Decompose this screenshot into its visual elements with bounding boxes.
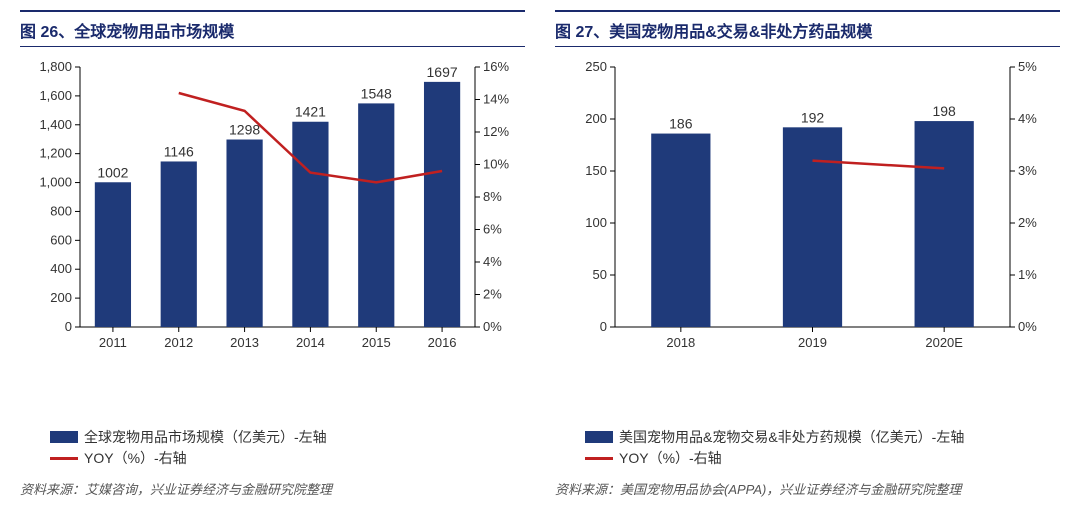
svg-text:1,200: 1,200: [39, 146, 72, 161]
svg-text:3%: 3%: [1018, 163, 1037, 178]
right-legend-bar-row: 美国宠物用品&宠物交易&非处方药规模（亿美元）-左轴: [585, 427, 1060, 448]
left-panel: 图 26、全球宠物用品市场规模 0 200 400 600 800 1,000 1,200 1…: [20, 10, 525, 499]
svg-text:4%: 4%: [1018, 111, 1037, 126]
svg-text:2016: 2016: [428, 335, 457, 350]
svg-text:2014: 2014: [296, 335, 325, 350]
svg-text:200: 200: [50, 290, 72, 305]
svg-text:186: 186: [669, 116, 693, 132]
svg-text:2018: 2018: [666, 335, 695, 350]
svg-text:200: 200: [585, 111, 607, 126]
svg-text:1548: 1548: [361, 85, 392, 101]
line-swatch-icon: [50, 457, 78, 460]
svg-text:0%: 0%: [483, 319, 502, 334]
svg-text:2019: 2019: [798, 335, 827, 350]
svg-text:14%: 14%: [483, 92, 509, 107]
svg-text:0: 0: [65, 319, 72, 334]
svg-text:2%: 2%: [483, 287, 502, 302]
svg-text:400: 400: [50, 261, 72, 276]
svg-text:150: 150: [585, 163, 607, 178]
svg-text:4%: 4%: [483, 254, 502, 269]
svg-text:2020E: 2020E: [925, 335, 963, 350]
svg-text:1,400: 1,400: [39, 117, 72, 132]
svg-text:10%: 10%: [483, 157, 509, 172]
svg-text:1%: 1%: [1018, 267, 1037, 282]
svg-text:12%: 12%: [483, 124, 509, 139]
right-source: 资料来源：美国宠物用品协会(APPA)，兴业证券经济与金融研究院整理: [555, 477, 1060, 499]
svg-text:50: 50: [593, 267, 607, 282]
left-legend-bar-row: 全球宠物用品市场规模（亿美元）-左轴: [50, 427, 525, 448]
svg-text:1298: 1298: [229, 122, 260, 138]
svg-text:6%: 6%: [483, 222, 502, 237]
svg-text:8%: 8%: [483, 189, 502, 204]
bar-swatch-icon: [585, 431, 613, 443]
svg-text:1146: 1146: [164, 143, 194, 159]
svg-text:198: 198: [932, 103, 956, 119]
svg-text:1,000: 1,000: [39, 175, 72, 190]
svg-text:1421: 1421: [295, 104, 326, 120]
left-source: 资料来源：艾媒咨询，兴业证券经济与金融研究院整理: [20, 477, 525, 499]
right-chart: 0 50 100 150 200 250 0% 1% 2% 3% 4% 5% 186 2018 192 201…: [555, 47, 1060, 423]
svg-text:1002: 1002: [97, 164, 128, 180]
svg-text:1,600: 1,600: [39, 88, 72, 103]
left-legend-line-row: YOY（%）-右轴: [50, 448, 525, 469]
svg-text:2012: 2012: [164, 335, 193, 350]
svg-text:16%: 16%: [483, 59, 509, 74]
right-legend-line-row: YOY（%）-右轴: [585, 448, 1060, 469]
svg-text:5%: 5%: [1018, 59, 1037, 74]
svg-text:250: 250: [585, 59, 607, 74]
svg-text:2013: 2013: [230, 335, 259, 350]
left-chart: 0 200 400 600 800 1,000 1,200 1,400 1,600 1,800 0%…: [20, 47, 525, 423]
left-legend-line-label: YOY（%）-右轴: [84, 448, 187, 469]
svg-text:100: 100: [585, 215, 607, 230]
svg-text:1697: 1697: [427, 64, 458, 80]
svg-text:2011: 2011: [99, 335, 127, 350]
right-legend-bar-label: 美国宠物用品&宠物交易&非处方药规模（亿美元）-左轴: [619, 427, 964, 448]
left-chart-svg: 0 200 400 600 800 1,000 1,200 1,400 1,600 1,800 0%…: [20, 57, 520, 357]
bar-swatch-icon: [50, 431, 78, 443]
right-title: 图 27、美国宠物用品&交易&非处方药品规模: [555, 10, 1060, 47]
left-title: 图 26、全球宠物用品市场规模: [20, 10, 525, 47]
right-legend: 美国宠物用品&宠物交易&非处方药规模（亿美元）-左轴 YOY（%）-右轴: [555, 423, 1060, 477]
svg-text:600: 600: [50, 232, 72, 247]
svg-text:0: 0: [600, 319, 607, 334]
svg-text:800: 800: [50, 203, 72, 218]
svg-text:192: 192: [801, 109, 825, 125]
right-chart-svg: 0 50 100 150 200 250 0% 1% 2% 3% 4% 5% 186 2018 192 201…: [555, 57, 1055, 357]
left-legend-bar-label: 全球宠物用品市场规模（亿美元）-左轴: [84, 427, 327, 448]
svg-text:2%: 2%: [1018, 215, 1037, 230]
right-panel: 图 27、美国宠物用品&交易&非处方药品规模 0 50 100 150 200 250 0%…: [555, 10, 1060, 499]
left-legend: 全球宠物用品市场规模（亿美元）-左轴 YOY（%）-右轴: [20, 423, 525, 477]
right-legend-line-label: YOY（%）-右轴: [619, 448, 722, 469]
svg-text:2015: 2015: [362, 335, 391, 350]
line-swatch-icon: [585, 457, 613, 460]
svg-text:0%: 0%: [1018, 319, 1037, 334]
svg-text:1,800: 1,800: [39, 59, 72, 74]
